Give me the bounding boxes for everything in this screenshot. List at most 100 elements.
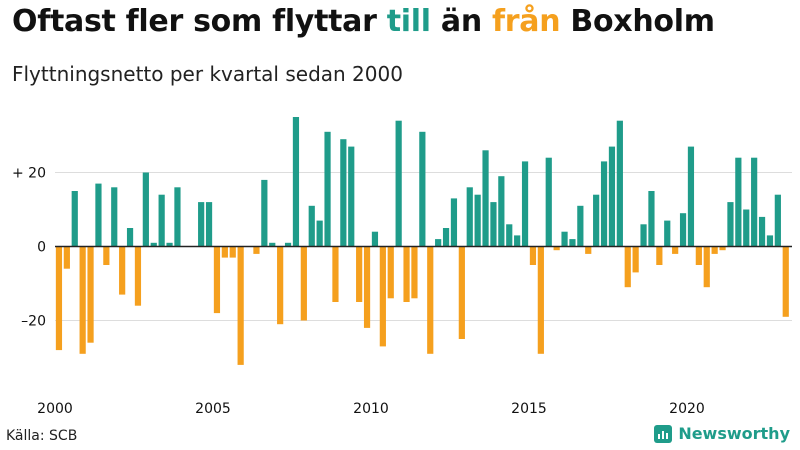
bar — [111, 187, 118, 247]
bar — [687, 146, 695, 247]
bar — [521, 161, 529, 247]
bar — [608, 146, 616, 247]
bar — [672, 246, 679, 254]
bar — [284, 242, 292, 247]
title-part-2: än — [430, 4, 493, 39]
bar — [340, 139, 347, 247]
bar — [387, 246, 394, 299]
source-label: Källa: SCB — [6, 428, 78, 444]
bar — [79, 246, 86, 354]
bar — [300, 246, 307, 321]
bar — [703, 246, 710, 288]
bar — [735, 157, 742, 247]
bar — [711, 246, 718, 254]
bar — [363, 246, 371, 328]
bar — [379, 246, 386, 347]
bar — [237, 246, 244, 365]
bar — [292, 117, 300, 247]
bar — [174, 187, 181, 247]
bar — [332, 246, 339, 302]
bar — [442, 228, 450, 247]
bar — [593, 194, 600, 247]
brand-name: Newsworthy — [678, 424, 790, 443]
brand-logo: Newsworthy — [654, 424, 790, 443]
x-tick-label: 2020 — [669, 401, 705, 417]
bar — [403, 246, 410, 302]
bar — [63, 246, 70, 269]
bar — [213, 246, 221, 314]
title-negative-word: från — [492, 4, 561, 39]
bar — [569, 239, 576, 247]
title-part-3: Boxholm — [560, 4, 715, 39]
bar — [119, 246, 126, 295]
y-tick-label: 0 — [37, 240, 46, 256]
bar — [514, 235, 521, 247]
bar — [87, 246, 94, 343]
bar — [553, 246, 560, 251]
bar — [419, 131, 426, 247]
bar — [679, 213, 687, 247]
bar — [126, 228, 134, 247]
bar-chart-logo-icon — [654, 424, 673, 443]
x-tick-label: 2005 — [195, 401, 231, 417]
bar — [664, 220, 671, 247]
bar — [545, 157, 552, 247]
bar — [261, 179, 268, 247]
bar — [158, 194, 165, 247]
bar — [142, 172, 149, 247]
bar — [324, 131, 331, 247]
bar — [411, 246, 418, 299]
bar — [277, 246, 284, 325]
bar — [395, 120, 402, 247]
bar — [506, 224, 513, 247]
bar — [695, 246, 702, 265]
bar — [656, 246, 663, 265]
bar — [103, 246, 110, 265]
title-positive-word: till — [386, 4, 431, 39]
bar — [774, 194, 781, 247]
bar — [134, 246, 142, 306]
x-tick-label: 2010 — [353, 401, 389, 417]
title-part-1: Oftast fler som flyttar — [12, 4, 387, 39]
bar — [198, 202, 205, 247]
bar — [498, 176, 505, 247]
bar — [427, 246, 434, 354]
bar — [356, 246, 363, 302]
y-tick-label: –20 — [21, 314, 46, 330]
bar — [95, 183, 102, 247]
bar — [624, 246, 631, 288]
bar — [632, 246, 639, 273]
bar — [719, 246, 726, 251]
bar — [221, 246, 228, 258]
bar — [490, 202, 497, 247]
x-tick-label: 2000 — [37, 401, 73, 417]
bar — [758, 216, 766, 247]
bar — [269, 242, 276, 247]
bar — [529, 246, 537, 265]
bar — [371, 231, 379, 247]
bar — [766, 235, 774, 247]
bar — [782, 246, 789, 317]
bar — [316, 220, 323, 247]
bar — [751, 157, 758, 247]
bar — [55, 246, 63, 351]
bar — [466, 187, 473, 247]
bar — [640, 224, 647, 247]
bar — [205, 202, 213, 247]
bar — [537, 246, 544, 354]
x-tick-label: 2015 — [511, 401, 547, 417]
bar — [458, 246, 465, 339]
bar — [727, 202, 734, 247]
bar — [585, 246, 592, 254]
bar — [616, 120, 623, 247]
bar — [348, 146, 355, 247]
bar — [71, 191, 78, 247]
bar — [450, 198, 458, 247]
bar — [561, 231, 568, 247]
bar — [600, 161, 608, 247]
bar — [474, 194, 481, 247]
bar — [743, 209, 750, 247]
bar — [648, 191, 655, 247]
bar — [166, 242, 173, 247]
